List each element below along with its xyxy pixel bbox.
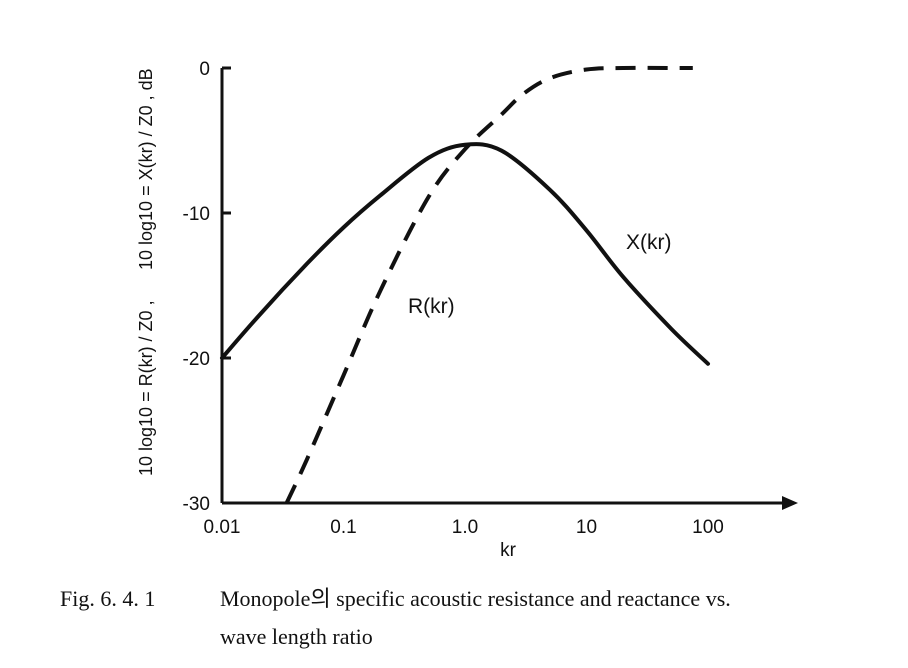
x-axis-arrow-icon	[782, 496, 798, 510]
series-label-r: R(kr)	[408, 295, 455, 318]
y-tick-label: -10	[183, 204, 210, 225]
x-axis-title: kr	[500, 540, 517, 560]
y-ticks: 0 -10 -20 -30	[183, 59, 231, 515]
y-tick-label: -20	[183, 349, 210, 370]
x-tick-label: 1.0	[452, 517, 478, 538]
y-axis-title-lower-text: 10 log10 = R(kr) / Z0 ,	[136, 300, 156, 476]
caption-line-2: wave length ratio	[60, 618, 880, 656]
chart: 0 -10 -20 -30 0.01 0.1 1.0 10 100 kr 10 log10 =…	[136, 59, 798, 560]
x-tick-label: 100	[692, 517, 724, 538]
x-ticks: 0.01 0.1 1.0 10 100	[204, 517, 724, 538]
figure-caption: Fig. 6. 4. 1 Monopole의 specific acoustic …	[60, 580, 880, 656]
x-tick-label: 0.1	[330, 517, 356, 538]
y-tick-label: 0	[199, 59, 210, 80]
caption-line-1: Fig. 6. 4. 1 Monopole의 specific acoustic …	[60, 580, 880, 618]
figure-number: Fig. 6. 4. 1	[60, 586, 156, 611]
series-label-x: X(kr)	[626, 231, 672, 254]
series-layer	[220, 65, 710, 504]
y-axis-title-upper: 10 log10 = X(kr) / Z0 , dB	[136, 68, 156, 270]
y-tick-label: -30	[183, 494, 210, 515]
caption-text-line-1: Monopole의 specific acoustic resistance a…	[220, 586, 731, 611]
y-axis-title-upper-text: 10 log10 = X(kr) / Z0 , dB	[136, 68, 156, 270]
series-line-x-kr	[220, 142, 710, 366]
y-axis-title-lower: 10 log10 = R(kr) / Z0 ,	[136, 300, 156, 476]
caption-text-line-2: wave length ratio	[220, 624, 373, 649]
x-tick-label: 10	[576, 517, 597, 538]
series-line-r-kr	[284, 65, 693, 504]
x-tick-label: 0.01	[204, 517, 241, 538]
axes	[220, 68, 798, 510]
